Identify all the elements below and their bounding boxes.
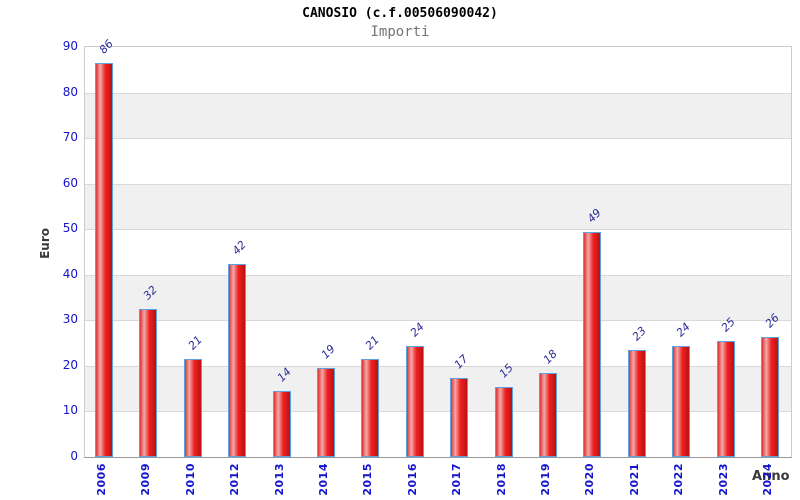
y-tick-label: 60 [62,176,78,190]
y-tick-label: 0 [70,449,78,463]
y-tick-label: 40 [62,267,78,281]
y-tick-label: 80 [62,85,78,99]
y-tick-label: 30 [62,312,78,326]
x-tick-label-2021: 2021 [628,463,641,496]
x-tick-label-2017: 2017 [450,463,463,496]
y-tick-label: 70 [62,130,78,144]
bar-2019 [539,373,557,457]
background-band [85,274,791,321]
background-band [85,229,791,275]
x-tick-label-2018: 2018 [495,463,508,496]
chart-subtitle: Importi [370,24,430,40]
x-tick-label-2024: 2024 [761,463,774,496]
gridline [85,93,791,94]
x-tick-label-2014: 2014 [317,463,330,496]
background-band [85,138,791,184]
x-tick-label-2013: 2013 [273,463,286,496]
x-axis-title: Anno [752,469,790,484]
bar-2017 [450,378,468,457]
x-tick-label-2016: 2016 [406,463,419,496]
bar-2006 [95,63,113,457]
x-tick-label-2020: 2020 [583,463,596,496]
x-tick-label-2015: 2015 [361,463,374,496]
bar-2021 [628,350,646,457]
x-tick-label-2009: 2009 [139,463,152,496]
bar-2013 [273,391,291,457]
y-tick-label: 10 [62,403,78,417]
bar-2016 [406,346,424,457]
gridline [85,320,791,321]
bar-2014 [317,368,335,457]
x-tick-label-2023: 2023 [717,463,730,496]
gridline [85,366,791,367]
x-tick-label-2010: 2010 [184,463,197,496]
bar-2015 [361,359,379,457]
gridline [85,184,791,185]
bar-2024 [761,337,779,457]
x-tick-label-2022: 2022 [672,463,685,496]
chart-title: CANOSIO (c.f.00506090042) [302,6,498,21]
x-tick-label-2006: 2006 [95,463,108,496]
bar-2020 [583,232,601,457]
y-tick-label: 90 [62,39,78,53]
x-tick-label-2019: 2019 [539,463,552,496]
y-tick-label: 50 [62,221,78,235]
gridline [85,138,791,139]
background-band [85,183,791,230]
bar-2012 [228,264,246,457]
bar-2009 [139,309,157,457]
bar-2010 [184,359,202,457]
background-band [85,92,791,139]
bar-2022 [672,346,690,457]
x-tick-label-2012: 2012 [228,463,241,496]
bar-2018 [495,387,513,457]
background-band [85,47,791,93]
gridline [85,411,791,412]
gridline [85,229,791,230]
bar-2023 [717,341,735,457]
plot-area: 86 32 21 42 14 19 21 24 17 15 18 49 23 24 25 26 [84,37,792,458]
y-tick-label: 20 [62,358,78,372]
gridline [85,275,791,276]
